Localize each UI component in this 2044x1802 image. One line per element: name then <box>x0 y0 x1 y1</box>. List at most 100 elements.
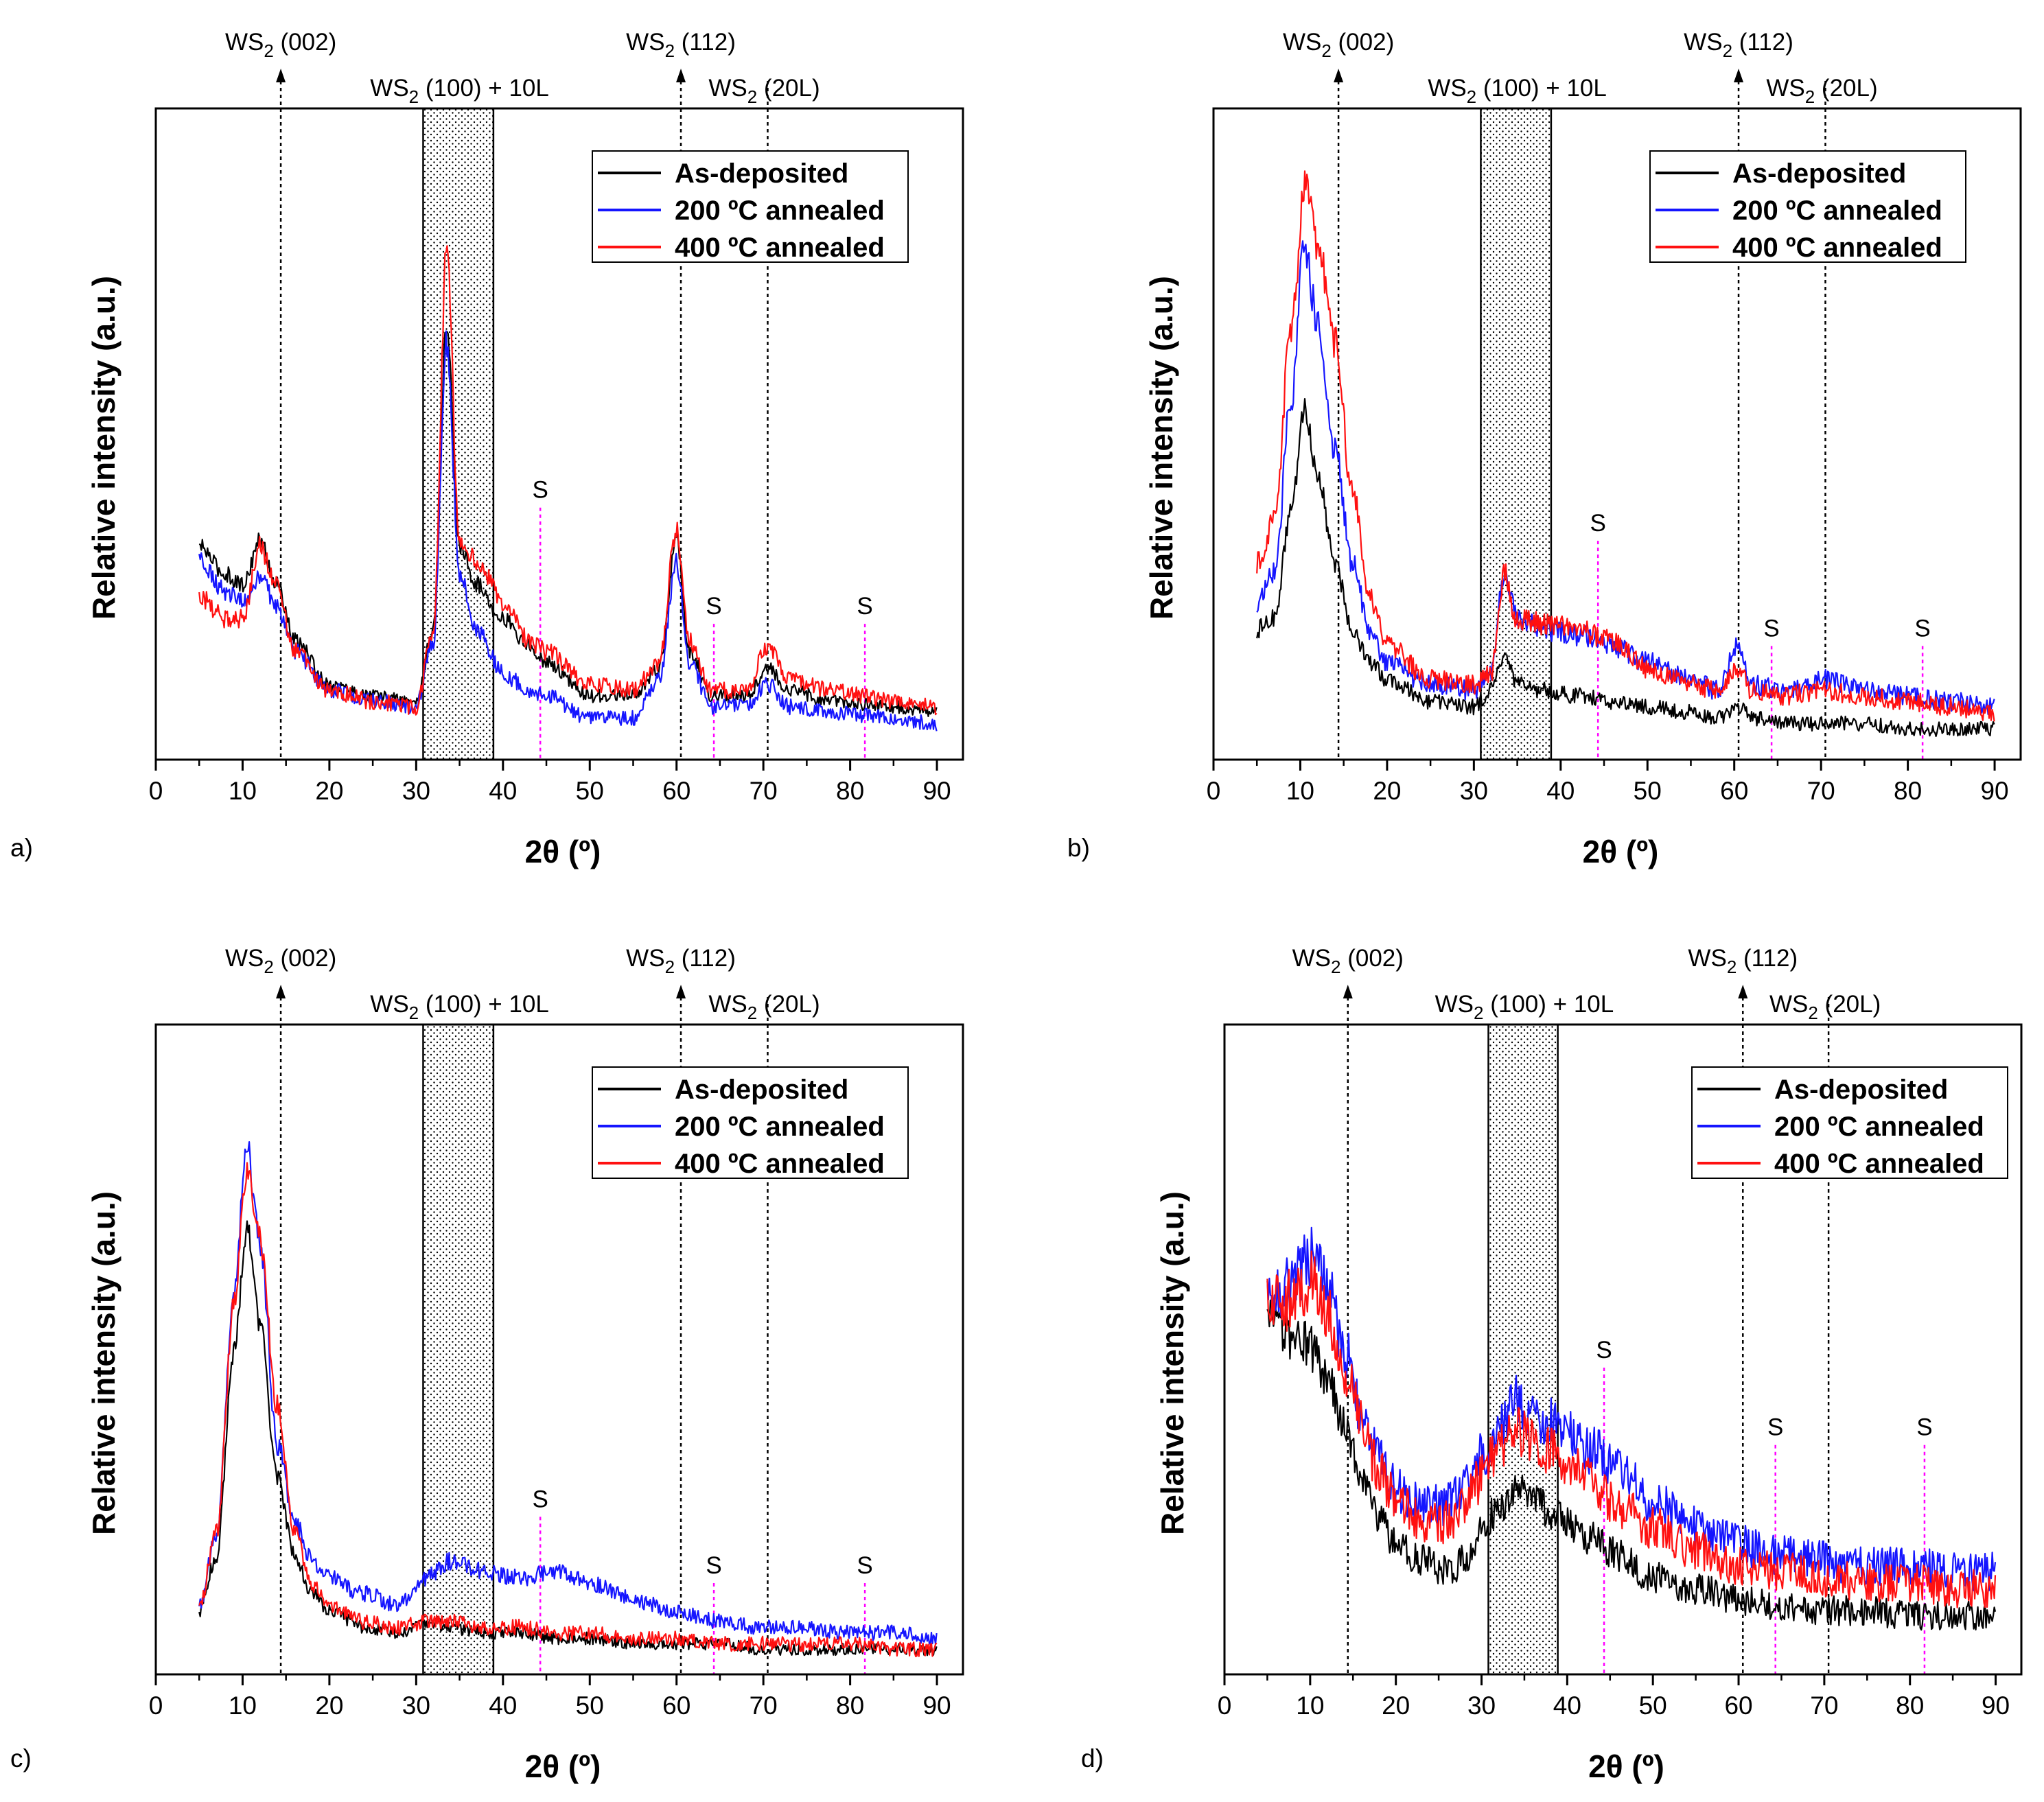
x-tick-label: 0 <box>1218 1692 1232 1720</box>
peak-arrow <box>1343 985 1353 998</box>
peak-label: WS2 (112) <box>626 29 736 61</box>
peak-label-subscript: 2 <box>665 40 675 61</box>
chart-panel: S S S 0 10 20 30 40 50 60 70 80 90 2θ (º) Relative int… <box>10 29 964 869</box>
legend-entry: As-deposited <box>1732 159 1906 189</box>
plot-frame <box>1212 107 2022 761</box>
peak-label-subscript: 2 <box>665 957 675 977</box>
chart-panel: S S S 0 10 20 30 40 50 60 70 80 90 2θ (º) Relative int… <box>1081 945 2023 1784</box>
panel-label: d) <box>1081 1744 1104 1772</box>
peak-label-subscript: 2 <box>1321 40 1331 61</box>
peak-label-main: WS <box>1435 991 1474 1018</box>
x-tick-label: 30 <box>402 777 430 805</box>
peak-label-main: WS <box>1292 945 1331 972</box>
substrate-peak-label: S <box>1916 1414 1932 1441</box>
substrate-peak-label: S <box>706 593 721 620</box>
x-tick-label: 70 <box>750 1692 778 1720</box>
x-tick-label: 60 <box>662 1692 690 1720</box>
x-tick-label: 70 <box>1810 1692 1838 1720</box>
peak-label-suffix: (112) <box>1737 945 1798 972</box>
legend-entry: As-deposited <box>675 1075 848 1105</box>
legend: As-deposited 200 ºC annealed 400 ºC anneal… <box>1649 150 1966 263</box>
x-axis-title: 2θ (º) <box>525 834 601 869</box>
peak-label: WS2 (100) + 10L <box>370 991 549 1023</box>
substrate-peak-label: S <box>1596 1337 1612 1364</box>
peak-label-suffix: (20L) <box>757 991 820 1018</box>
ws2-100-shaded-band <box>422 107 495 761</box>
legend-entry: 400 ºC annealed <box>675 233 885 263</box>
series-line-200-c-annealed <box>198 1140 938 1646</box>
peak-label: WS2 (002) <box>1283 29 1394 61</box>
legend-entry: As-deposited <box>675 159 848 189</box>
plot-frame <box>154 107 964 761</box>
peak-label-suffix: (20L) <box>757 75 820 102</box>
x-tick-label: 10 <box>229 777 257 805</box>
peak-label-suffix: (100) + 10L <box>1476 75 1607 102</box>
y-axis-title: Relative intensity (a.u.) <box>86 276 121 620</box>
peak-arrow <box>676 69 686 82</box>
legend-box <box>1691 1066 2008 1179</box>
x-tick-label: 90 <box>922 1692 951 1720</box>
panel-label: c) <box>10 1744 32 1772</box>
chart-panel: S S S 0 10 20 30 40 50 60 70 80 90 2θ (º) Relative int… <box>1067 29 2022 869</box>
peak-label: WS2 (002) <box>225 945 336 977</box>
peak-label-subscript: 2 <box>1805 86 1815 107</box>
x-tick-label: 0 <box>149 1692 163 1720</box>
series-line-400-c-annealed <box>1266 1250 1997 1608</box>
x-tick-label: 80 <box>836 1692 864 1720</box>
peak-label: WS2 (20L) <box>1766 75 1877 107</box>
x-tick-label: 90 <box>922 777 951 805</box>
x-tick-label: 10 <box>1286 777 1314 805</box>
peak-label-suffix: (100) + 10L <box>1484 991 1614 1018</box>
x-tick-label: 60 <box>662 777 690 805</box>
substrate-peak-label: S <box>857 1552 872 1579</box>
series-line-as-deposited <box>1256 397 1995 738</box>
x-axis-title: 2θ (º) <box>1583 834 1659 869</box>
substrate-peak-label: S <box>1767 1414 1783 1441</box>
peak-label-subscript: 2 <box>264 957 273 977</box>
peak-label-main: WS <box>1428 75 1466 102</box>
x-tick-label: 20 <box>315 777 343 805</box>
x-tick-label: 30 <box>402 1692 430 1720</box>
peak-label-suffix: (002) <box>274 945 336 972</box>
x-axis-title: 2θ (º) <box>1588 1748 1664 1784</box>
substrate-peak-label: S <box>857 593 872 620</box>
legend: As-deposited 200 ºC annealed 400 ºC anneal… <box>1691 1066 2008 1179</box>
series-line-400-c-annealed <box>198 245 938 716</box>
x-tick-label: 20 <box>1373 777 1401 805</box>
x-tick-label: 50 <box>1639 1692 1667 1720</box>
peak-label-main: WS <box>370 75 408 102</box>
peak-label-main: WS <box>1684 29 1722 56</box>
peak-label: WS2 (002) <box>225 29 336 61</box>
peak-label: WS2 (20L) <box>708 991 820 1023</box>
legend: As-deposited 200 ºC annealed 400 ºC anneal… <box>592 1066 909 1179</box>
peak-label-main: WS <box>225 945 264 972</box>
peak-label-main: WS <box>1769 991 1808 1018</box>
x-tick-label: 40 <box>1553 1692 1581 1720</box>
x-tick-label: 60 <box>1720 777 1748 805</box>
peak-label: WS2 (100) + 10L <box>1428 75 1607 107</box>
x-tick-label: 20 <box>1382 1692 1410 1720</box>
peak-label-subscript: 2 <box>264 40 273 61</box>
x-tick-label: 40 <box>1546 777 1575 805</box>
x-tick-label: 80 <box>1896 1692 1924 1720</box>
x-tick-label: 30 <box>1460 777 1488 805</box>
peak-label: WS2 (100) + 10L <box>370 75 549 107</box>
x-tick-label: 0 <box>149 777 163 805</box>
peak-label-suffix: (002) <box>274 29 336 56</box>
x-tick-label: 50 <box>1634 777 1662 805</box>
legend-entry: 200 ºC annealed <box>675 1112 885 1142</box>
peak-label-suffix: (20L) <box>1815 75 1877 102</box>
peak-label-suffix: (100) + 10L <box>419 75 549 102</box>
peak-label: WS2 (112) <box>626 945 736 977</box>
peak-label-main: WS <box>225 29 264 56</box>
x-tick-label: 30 <box>1467 1692 1496 1720</box>
peak-label-suffix: (100) + 10L <box>419 991 549 1018</box>
peak-label-main: WS <box>708 991 747 1018</box>
x-tick-label: 60 <box>1724 1692 1752 1720</box>
peak-label-main: WS <box>626 29 664 56</box>
legend-entry: As-deposited <box>1774 1075 1948 1105</box>
substrate-peak-label: S <box>1914 615 1930 642</box>
chart-panel: S S S 0 10 20 30 40 50 60 70 80 90 2θ (º) Relative int… <box>10 945 964 1784</box>
panel-label: a) <box>10 834 33 862</box>
